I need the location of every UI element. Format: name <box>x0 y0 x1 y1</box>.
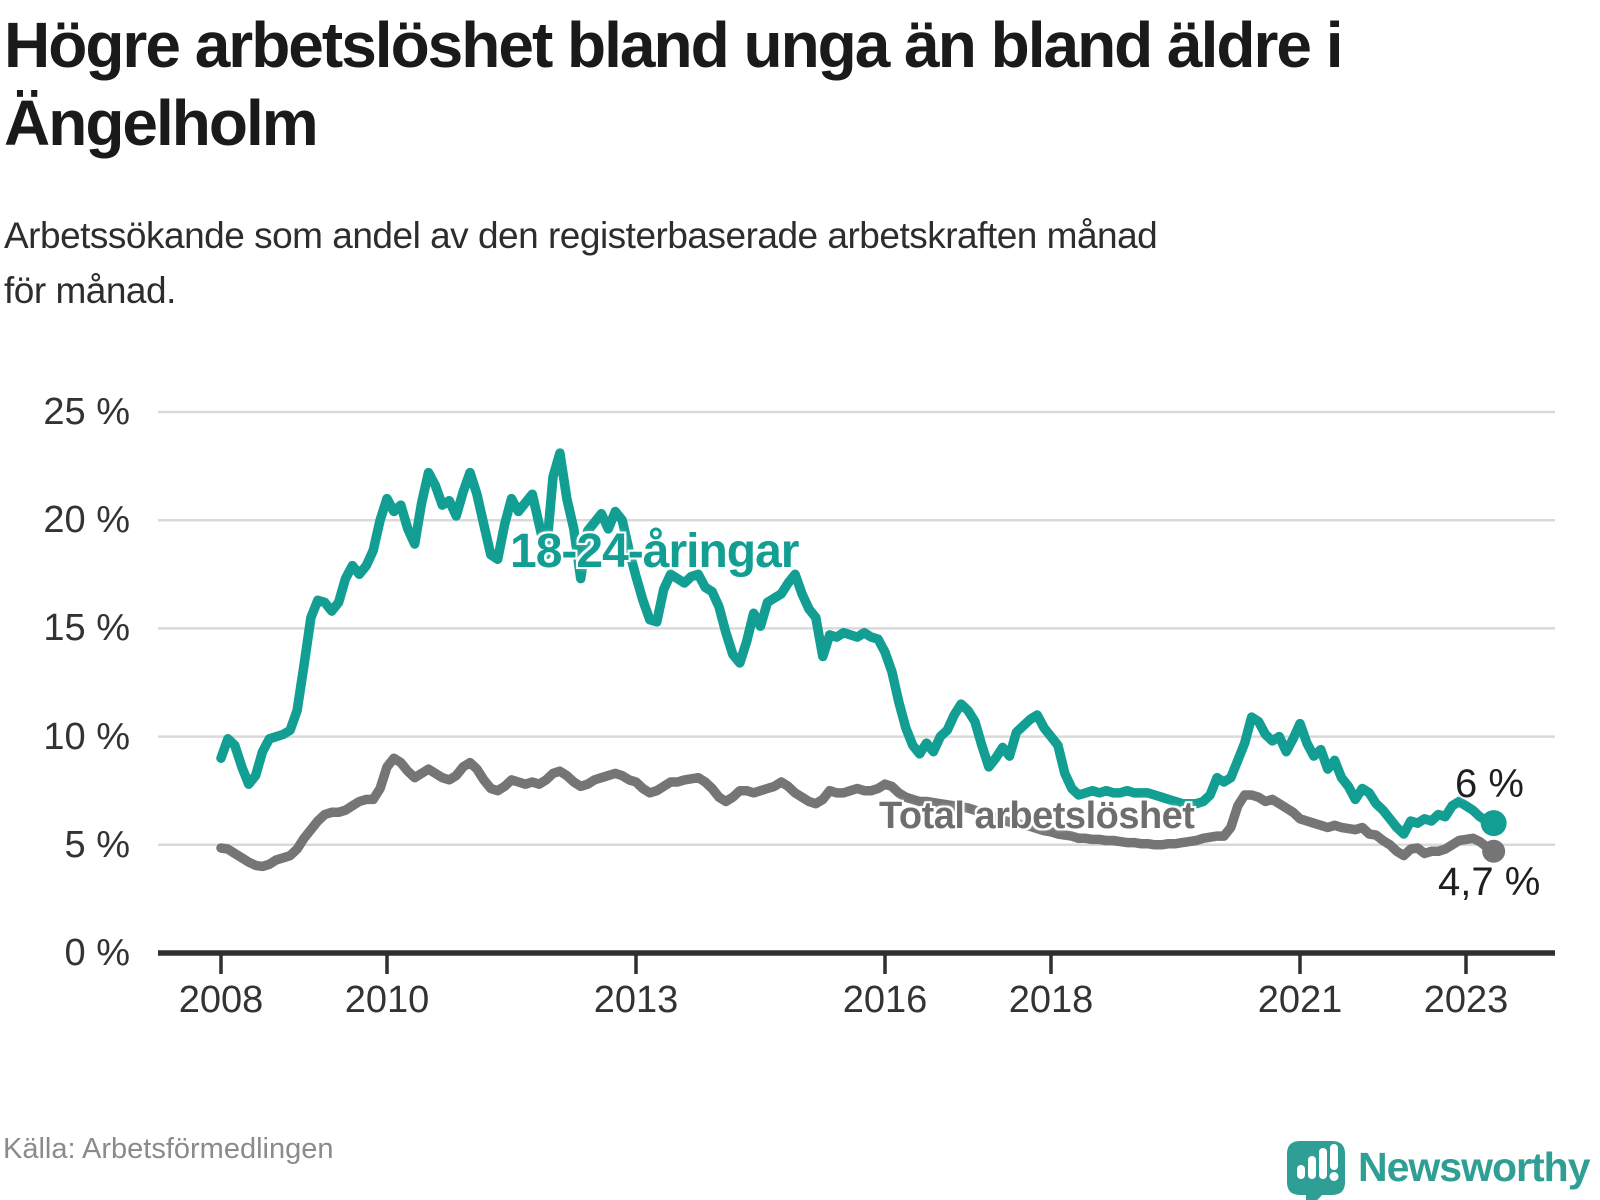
newsworthy-logo-icon <box>1287 1141 1345 1200</box>
x-axis-ticks <box>219 953 1468 974</box>
total-end-dot <box>1482 839 1506 863</box>
y-tick-label-15: 15 % <box>43 607 130 650</box>
series-label-18-24: 18-24-åringar <box>510 525 799 578</box>
y-tick-label-5: 5 % <box>64 823 130 866</box>
page-title-line-2: Ängelholm <box>4 87 319 159</box>
x-tick-label-2008: 2008 <box>178 979 264 1021</box>
chart-subtitle: Arbetssökande som andel av den registerb… <box>4 208 1564 318</box>
x-tick-label-2018: 2018 <box>1008 979 1094 1021</box>
chart-subtitle-line-2: för månad. <box>4 270 176 311</box>
y-tick-label-20: 20 % <box>43 499 130 542</box>
series-lines <box>216 448 1499 872</box>
x-tick-label-2016: 2016 <box>842 979 928 1021</box>
y-tick-label-25: 25 % <box>43 391 130 433</box>
chart-subtitle-line-1: Arbetssökande som andel av den registerb… <box>4 215 1158 256</box>
x-tick-label-2013: 2013 <box>593 979 679 1021</box>
total-unemployment-line <box>216 753 1499 872</box>
page-title-line-1: Högre arbetslöshet bland unga än bland ä… <box>4 9 1344 81</box>
logo-bar-chart-glyph <box>1297 1144 1339 1181</box>
youth-end-dot <box>1480 810 1507 837</box>
series-end-dots <box>1480 810 1507 863</box>
y-tick-label-10: 10 % <box>43 715 130 758</box>
series-label-total: Total arbetslöshet <box>879 795 1195 837</box>
end-value-label-18-24: 6 % <box>1455 762 1524 806</box>
source-note: Källa: Arbetsförmedlingen <box>3 1133 334 1165</box>
x-tick-label-2021: 2021 <box>1257 979 1343 1021</box>
youth-18-24-line <box>216 448 1499 839</box>
page-title: Högre arbetslöshet bland unga än bland ä… <box>4 6 1596 162</box>
newsworthy-wordmark: Newsworthy <box>1358 1144 1590 1190</box>
x-tick-label-2010: 2010 <box>344 979 430 1021</box>
y-tick-label-0: 0 % <box>64 932 130 974</box>
end-value-label-total: 4,7 % <box>1438 860 1541 904</box>
gridlines <box>158 410 1555 956</box>
x-tick-label-2023: 2023 <box>1423 979 1509 1021</box>
